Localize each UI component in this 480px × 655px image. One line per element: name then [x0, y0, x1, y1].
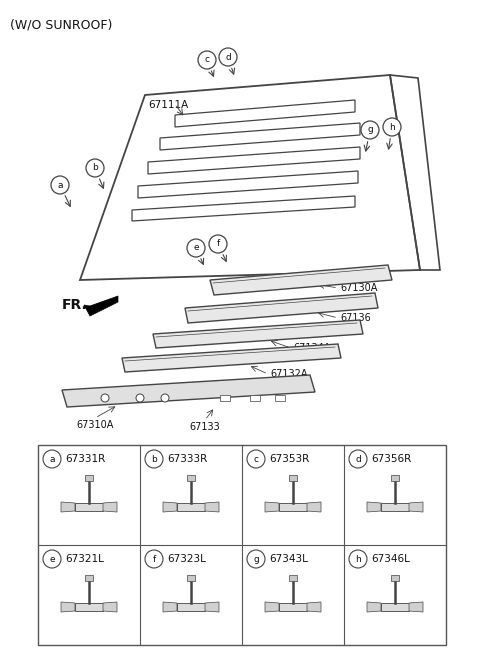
Text: 67130A: 67130A — [340, 283, 377, 293]
Circle shape — [136, 394, 144, 402]
Polygon shape — [367, 602, 381, 612]
Polygon shape — [163, 502, 177, 512]
Text: d: d — [225, 52, 231, 62]
Text: 67353R: 67353R — [269, 454, 309, 464]
Bar — [391, 475, 399, 481]
Bar — [75, 603, 103, 611]
Text: 67321L: 67321L — [65, 554, 104, 564]
Circle shape — [145, 450, 163, 468]
Polygon shape — [307, 502, 321, 512]
Polygon shape — [409, 602, 423, 612]
Text: c: c — [204, 56, 209, 64]
Text: b: b — [151, 455, 157, 464]
Text: g: g — [253, 555, 259, 563]
Circle shape — [43, 450, 61, 468]
Text: 67111A: 67111A — [148, 100, 188, 110]
Bar — [279, 603, 307, 611]
Bar — [391, 575, 399, 581]
Polygon shape — [205, 602, 219, 612]
Bar — [381, 603, 409, 611]
Polygon shape — [103, 502, 117, 512]
Text: 67331R: 67331R — [65, 454, 105, 464]
Text: FR.: FR. — [62, 298, 88, 312]
Text: g: g — [367, 126, 373, 134]
Text: 67346L: 67346L — [371, 554, 410, 564]
Polygon shape — [367, 502, 381, 512]
Bar — [177, 503, 205, 511]
Text: 67134A: 67134A — [293, 343, 330, 353]
Polygon shape — [153, 320, 363, 348]
Bar — [220, 395, 230, 401]
Polygon shape — [163, 602, 177, 612]
Text: 67136: 67136 — [340, 313, 371, 323]
Bar — [279, 503, 307, 511]
Polygon shape — [61, 602, 75, 612]
Circle shape — [349, 450, 367, 468]
Bar — [38, 445, 446, 645]
Text: e: e — [49, 555, 55, 563]
Bar — [187, 475, 195, 481]
Bar — [187, 575, 195, 581]
Text: h: h — [389, 122, 395, 132]
Polygon shape — [409, 502, 423, 512]
Text: 67333R: 67333R — [167, 454, 207, 464]
Polygon shape — [210, 265, 392, 295]
Circle shape — [51, 176, 69, 194]
Polygon shape — [185, 293, 378, 323]
Circle shape — [101, 394, 109, 402]
Circle shape — [349, 550, 367, 568]
Text: h: h — [355, 555, 361, 563]
Text: 67343L: 67343L — [269, 554, 308, 564]
Polygon shape — [122, 344, 341, 372]
Bar — [177, 603, 205, 611]
Text: (W/O SUNROOF): (W/O SUNROOF) — [10, 18, 112, 31]
Circle shape — [187, 239, 205, 257]
Text: e: e — [193, 244, 199, 252]
Text: f: f — [216, 240, 220, 248]
Polygon shape — [62, 375, 315, 407]
Polygon shape — [103, 602, 117, 612]
Polygon shape — [84, 296, 118, 316]
Bar — [85, 475, 93, 481]
Text: b: b — [92, 164, 98, 172]
Circle shape — [161, 394, 169, 402]
Polygon shape — [205, 502, 219, 512]
Circle shape — [247, 450, 265, 468]
Text: 67132A: 67132A — [270, 369, 308, 379]
Circle shape — [209, 235, 227, 253]
Text: 67133: 67133 — [190, 422, 220, 432]
Text: 67356R: 67356R — [371, 454, 411, 464]
Text: a: a — [49, 455, 55, 464]
Text: f: f — [152, 555, 156, 563]
Bar — [289, 475, 297, 481]
Text: 67323L: 67323L — [167, 554, 206, 564]
Polygon shape — [307, 602, 321, 612]
Circle shape — [219, 48, 237, 66]
Text: c: c — [253, 455, 259, 464]
Text: 67310A: 67310A — [76, 420, 114, 430]
Bar — [85, 575, 93, 581]
Text: d: d — [355, 455, 361, 464]
Bar — [275, 395, 285, 401]
Circle shape — [361, 121, 379, 139]
Circle shape — [383, 118, 401, 136]
Circle shape — [198, 51, 216, 69]
Bar — [75, 503, 103, 511]
Circle shape — [86, 159, 104, 177]
Text: a: a — [57, 181, 63, 189]
Polygon shape — [265, 502, 279, 512]
Polygon shape — [61, 502, 75, 512]
Polygon shape — [265, 602, 279, 612]
Circle shape — [247, 550, 265, 568]
Circle shape — [145, 550, 163, 568]
Circle shape — [43, 550, 61, 568]
Bar — [381, 503, 409, 511]
Bar — [289, 575, 297, 581]
Bar — [250, 395, 260, 401]
